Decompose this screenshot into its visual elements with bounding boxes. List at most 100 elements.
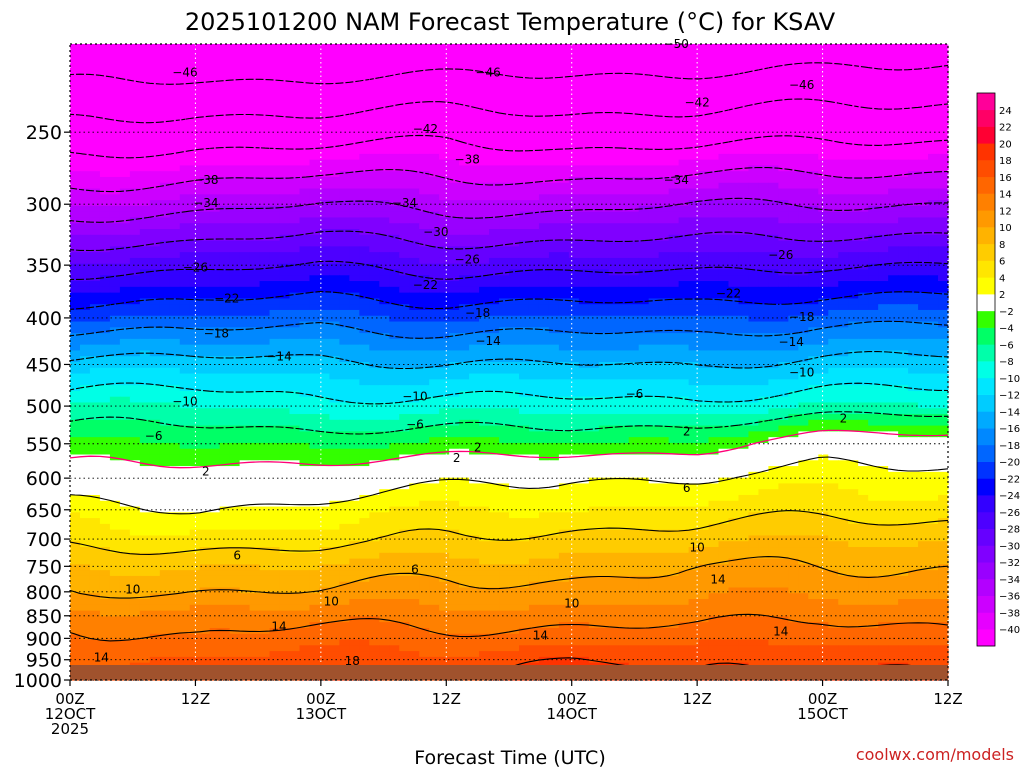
field-cell (828, 315, 839, 323)
field-cell (359, 275, 370, 282)
field-cell (908, 315, 919, 323)
field-cell (858, 165, 869, 172)
field-cell (359, 338, 370, 346)
field-cell (628, 350, 640, 357)
field-cell (578, 113, 590, 120)
field-cell (718, 44, 730, 51)
field-cell (808, 338, 819, 346)
field-cell (449, 246, 460, 253)
field-cell (409, 338, 420, 346)
field-cell (828, 176, 839, 184)
field-cell (509, 90, 520, 97)
field-cell (568, 333, 580, 340)
field-cell (289, 229, 301, 236)
field-cell (459, 309, 470, 317)
field-cell (509, 229, 520, 236)
field-cell (768, 159, 779, 167)
field-cell (908, 44, 919, 51)
field-cell (678, 362, 690, 369)
field-cell (369, 321, 380, 328)
field-cell (918, 292, 929, 299)
field-cell (459, 205, 470, 213)
field-cell (239, 194, 251, 201)
field-cell (558, 344, 570, 352)
field-cell (788, 84, 799, 91)
field-cell (309, 292, 321, 299)
field-cell (598, 217, 610, 224)
field-cell (249, 217, 261, 224)
field-cell (698, 333, 710, 340)
field-cell (528, 194, 540, 201)
field-cell (189, 240, 201, 247)
field-cell (848, 257, 859, 265)
field-cell (768, 252, 779, 259)
field-cell (568, 252, 580, 259)
field-cell (70, 107, 81, 114)
field-cell (528, 171, 540, 178)
field-cell (528, 148, 540, 155)
field-cell (618, 309, 630, 317)
field-cell (738, 234, 750, 242)
field-cell (379, 292, 390, 299)
field-cell (339, 367, 350, 375)
field-cell (249, 176, 261, 184)
field-cell (309, 304, 321, 311)
field-cell (479, 298, 490, 305)
field-cell (119, 367, 131, 375)
field-cell (229, 44, 241, 51)
field-cell (379, 78, 390, 86)
field-cell (618, 72, 630, 80)
field-cell (568, 298, 580, 305)
field-cell (79, 101, 91, 109)
field-cell (469, 171, 480, 178)
field-cell (419, 107, 430, 114)
field-cell (489, 257, 500, 265)
field-cell (688, 362, 700, 369)
field-cell (628, 194, 640, 201)
field-cell (888, 153, 899, 161)
field-cell (578, 188, 590, 195)
field-cell (848, 182, 859, 190)
field-cell (678, 223, 690, 230)
field-cell (139, 362, 151, 369)
field-cell (768, 362, 779, 369)
field-cell (349, 263, 360, 271)
field-cell (70, 200, 81, 207)
field-cell (558, 153, 570, 161)
field-cell (479, 344, 490, 352)
field-cell (339, 101, 350, 109)
field-cell (409, 281, 420, 288)
field-cell (99, 90, 111, 97)
field-cell (489, 72, 500, 80)
field-cell (848, 148, 859, 155)
field-cell (578, 344, 590, 352)
field-cell (169, 367, 181, 375)
field-cell (688, 148, 700, 155)
field-cell (608, 246, 620, 253)
field-cell (788, 136, 799, 143)
field-cell (139, 246, 151, 253)
field-cell (738, 327, 750, 334)
field-cell (518, 211, 530, 219)
field-cell (279, 148, 291, 155)
field-cell (379, 171, 390, 178)
field-cell (499, 188, 510, 195)
field-cell (249, 67, 261, 74)
field-cell (239, 257, 251, 265)
field-cell (499, 101, 510, 109)
field-cell (389, 44, 400, 51)
field-cell (808, 309, 819, 317)
field-cell (788, 200, 799, 207)
field-cell (878, 142, 889, 149)
field-cell (509, 298, 520, 305)
field-cell (808, 263, 819, 271)
field-cell (499, 205, 510, 213)
field-cell (658, 292, 670, 299)
field-cell (728, 315, 740, 323)
field-cell (908, 304, 919, 311)
field-cell (828, 246, 839, 253)
field-cell (858, 252, 869, 259)
field-cell (778, 275, 789, 282)
field-cell (518, 101, 530, 109)
field-cell (509, 315, 520, 323)
